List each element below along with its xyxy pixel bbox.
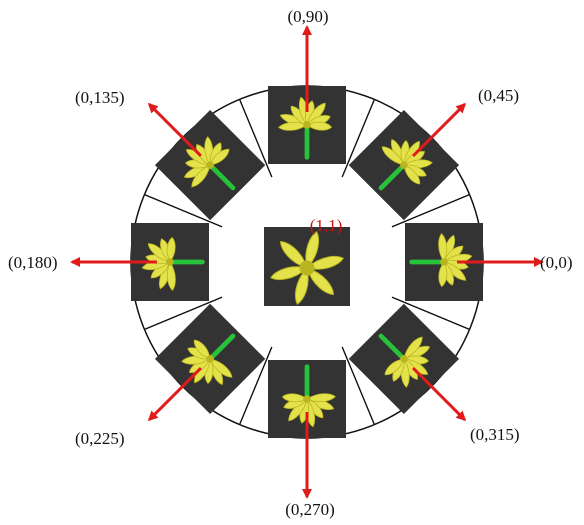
flower-icon-view-315 bbox=[378, 333, 431, 388]
divider-view-225-0 bbox=[144, 296, 223, 330]
center-flower-shape bbox=[270, 231, 344, 305]
label-view-90: (0,90) bbox=[287, 7, 328, 26]
flower-icon-view-90 bbox=[278, 96, 333, 160]
label-view-45: (0,45) bbox=[478, 86, 519, 105]
divider-view-315-1 bbox=[391, 296, 470, 330]
divider-view-180-0 bbox=[144, 194, 223, 228]
arrow-view-45 bbox=[412, 102, 467, 157]
flower-icon-view-225 bbox=[181, 333, 236, 386]
view-labels: (0,0) (0,45) (0,90) (0,135) (0,180) (0,2… bbox=[8, 7, 573, 519]
label-view-135: (0,135) bbox=[75, 88, 125, 107]
label-view-225: (0,225) bbox=[75, 429, 125, 448]
sector-dividers bbox=[144, 99, 470, 425]
center-view: (1,1) bbox=[264, 216, 350, 306]
direction-arrows bbox=[70, 25, 544, 499]
center-flower-icon bbox=[270, 231, 344, 305]
tile-view-180 bbox=[131, 223, 209, 301]
divider-view-270-0 bbox=[239, 346, 273, 425]
arrow-view-135 bbox=[147, 102, 202, 157]
arrow-view-225 bbox=[147, 367, 202, 422]
label-view-270: (0,270) bbox=[285, 500, 335, 519]
flower-icon-view-45 bbox=[378, 138, 433, 191]
divider-view-90-0 bbox=[341, 99, 375, 178]
divider-view-135-0 bbox=[239, 99, 273, 178]
arrow-view-315 bbox=[412, 367, 467, 422]
label-view-315: (0,315) bbox=[470, 425, 520, 444]
divider-view-315-0 bbox=[341, 346, 375, 425]
label-view-180: (0,180) bbox=[8, 253, 58, 272]
label-view-0: (0,0) bbox=[540, 253, 573, 272]
flower-icon-view-135 bbox=[183, 136, 236, 191]
divider-view-45-0 bbox=[391, 194, 470, 228]
center-label: (1,1) bbox=[310, 216, 343, 235]
